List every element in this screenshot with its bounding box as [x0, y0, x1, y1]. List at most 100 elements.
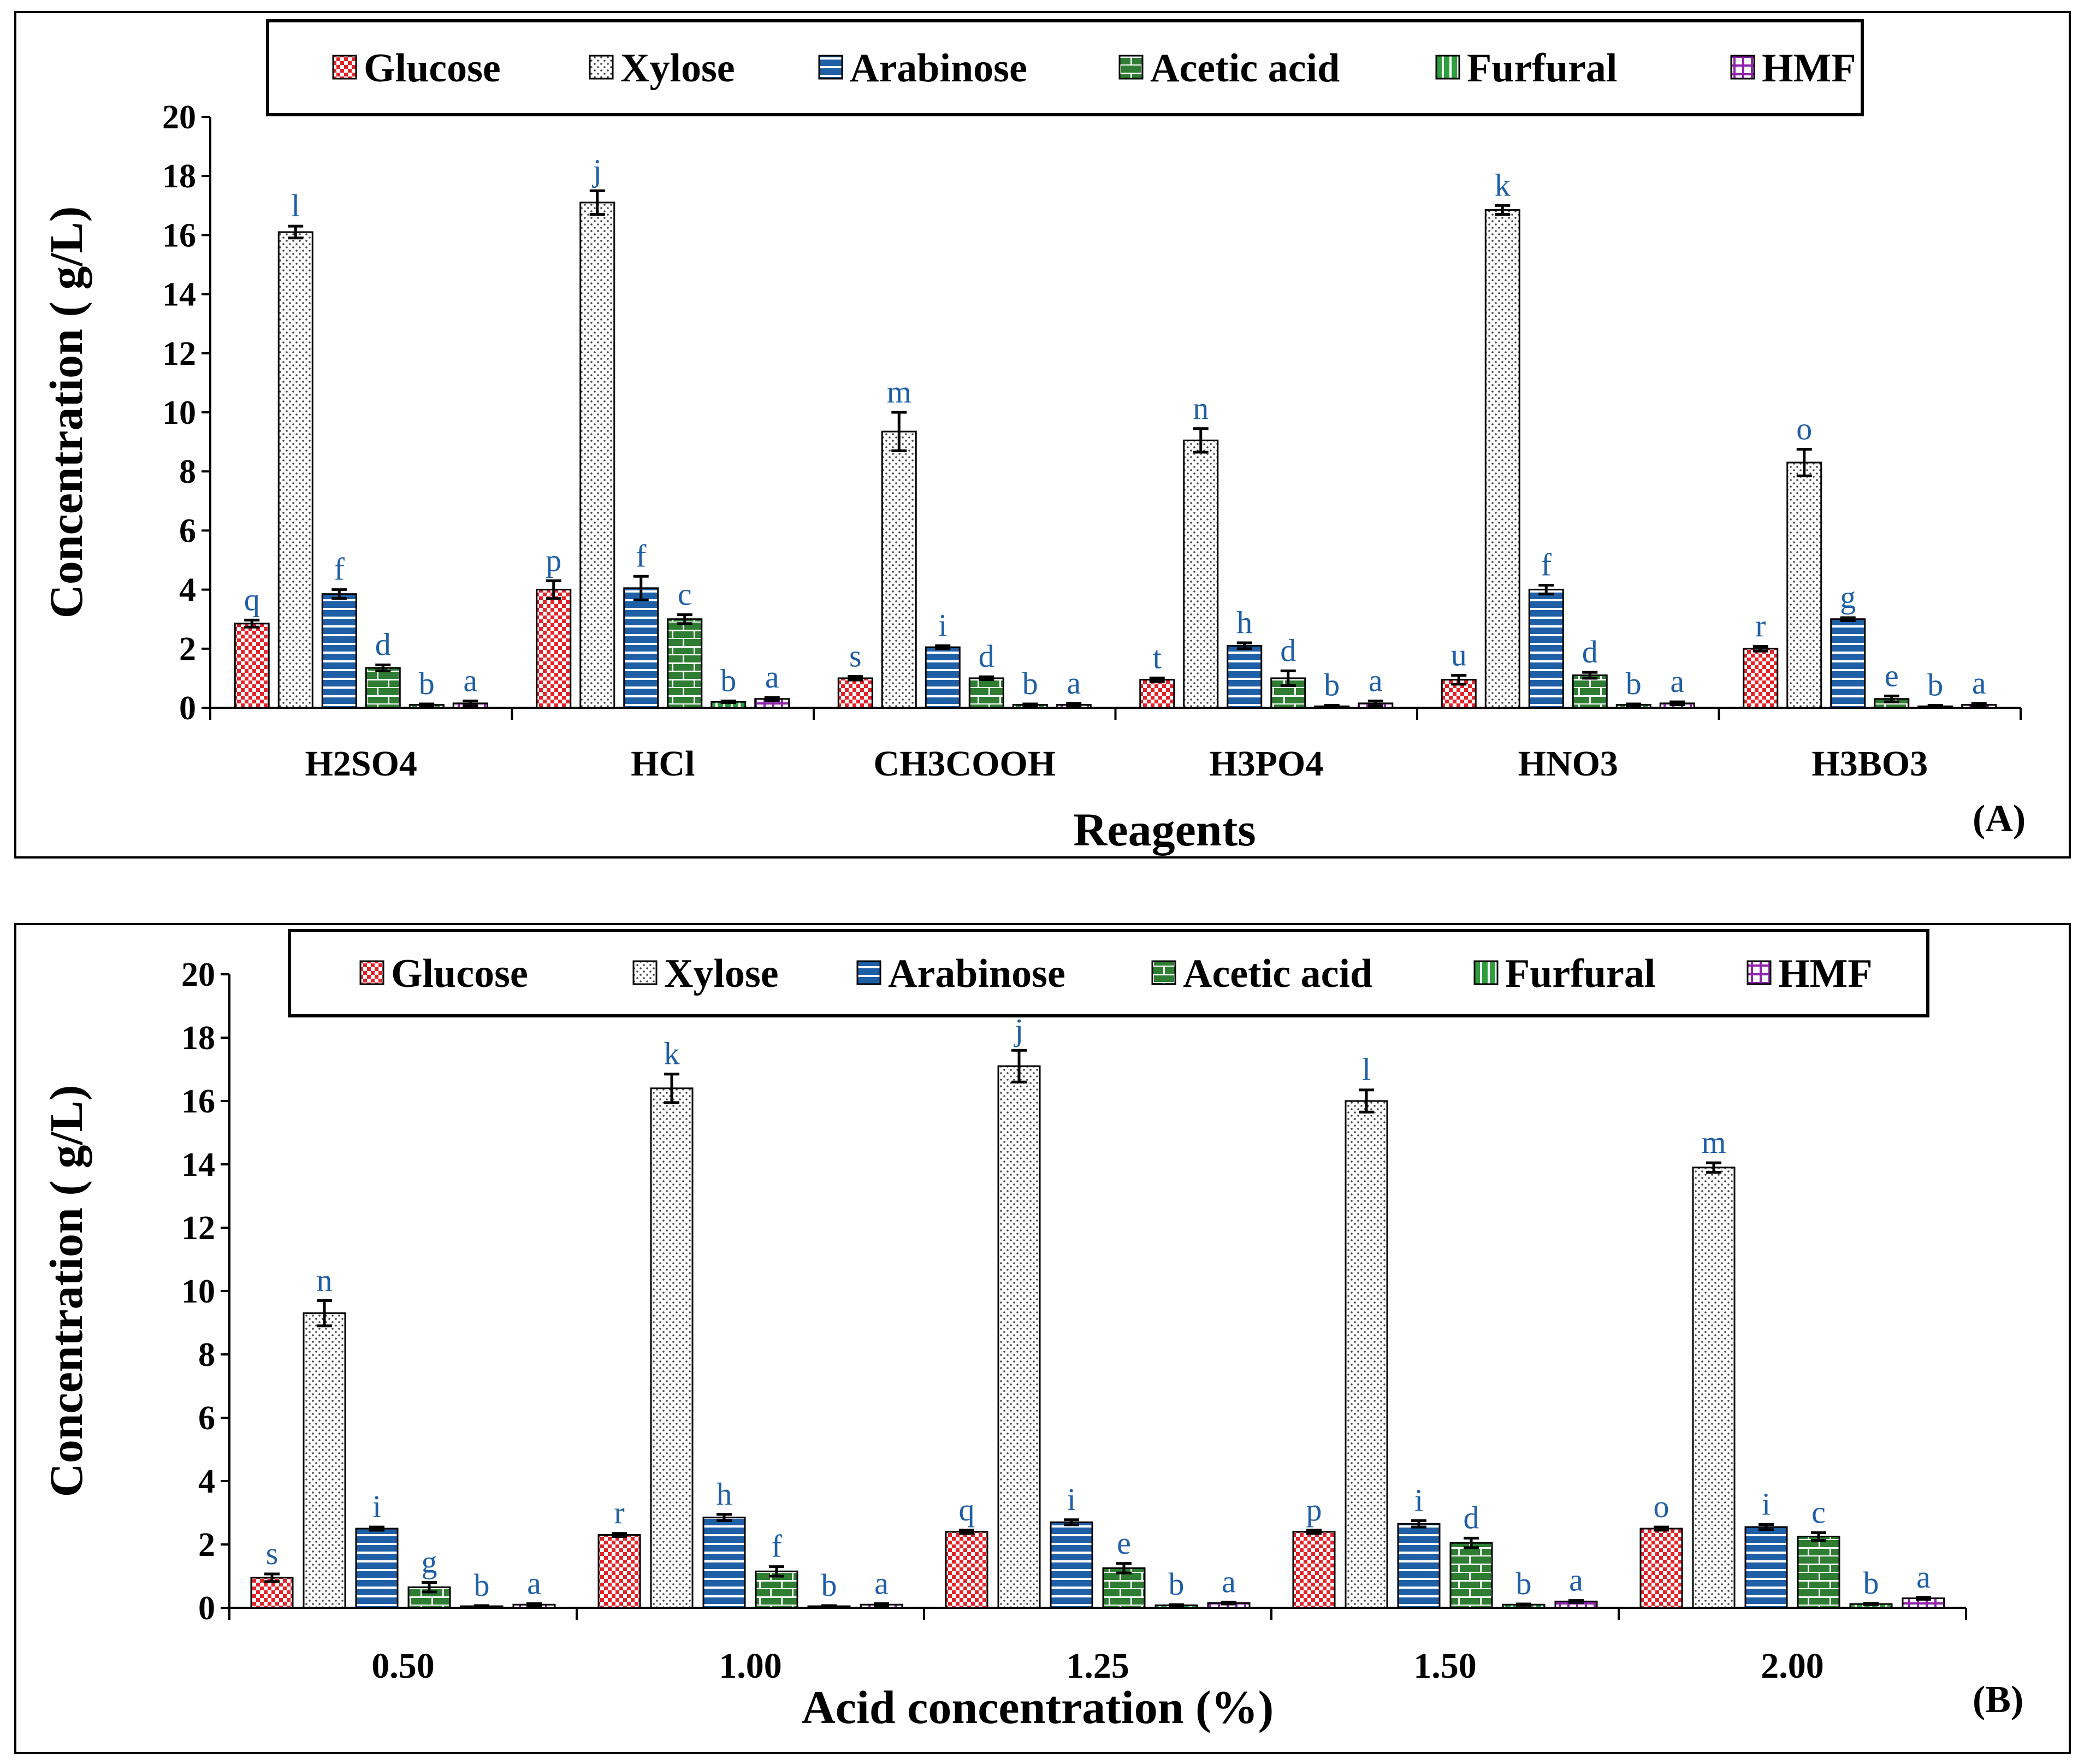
- significance-letter: k: [1495, 167, 1511, 203]
- error-bar: [589, 189, 605, 216]
- significance-letter: a: [1222, 1564, 1236, 1600]
- error-bar: [526, 1602, 542, 1607]
- legend-swatch: [1473, 960, 1499, 985]
- error-bar: [821, 1604, 837, 1608]
- bar-glucose: [234, 623, 270, 709]
- significance-letter: j: [592, 152, 602, 188]
- significance-letter: r: [614, 1495, 624, 1531]
- significance-letter: a: [1972, 665, 1986, 701]
- significance-letter: f: [334, 552, 345, 587]
- error-bar: [1971, 702, 1987, 708]
- significance-letter: b: [1626, 666, 1642, 701]
- error-bar: [1796, 448, 1812, 477]
- error-bar: [1538, 583, 1554, 596]
- error-bar: [720, 700, 736, 705]
- legend-label: Arabinose: [888, 951, 1065, 996]
- error-bar: [422, 1581, 437, 1594]
- significance-letter: s: [266, 1536, 279, 1571]
- legend-label: Acetic acid: [1150, 46, 1340, 91]
- legend-label: Furfural: [1505, 951, 1655, 996]
- y-tick-label: 4: [198, 1463, 215, 1500]
- legend-swatch: [818, 55, 843, 80]
- significance-letter: t: [1153, 640, 1162, 675]
- error-bar: [1759, 1523, 1774, 1531]
- bar-glucose: [945, 1531, 988, 1609]
- legend-swatch: [1730, 55, 1755, 80]
- y-tick-label: 10: [181, 1273, 215, 1310]
- significance-letter: i: [938, 607, 947, 643]
- significance-letter: d: [979, 638, 994, 674]
- significance-letter: a: [463, 663, 477, 699]
- x-tick-label: 1.00: [719, 1646, 782, 1686]
- error-bar: [1568, 1599, 1584, 1604]
- error-bar: [1464, 1536, 1479, 1549]
- y-tick-label: 16: [162, 217, 196, 254]
- legend-label: HMF: [1762, 46, 1856, 91]
- significance-letter: b: [1516, 1566, 1532, 1601]
- significance-letter: n: [1193, 390, 1209, 426]
- significance-letter: u: [1451, 637, 1467, 672]
- x-tick-label: HNO3: [1518, 744, 1618, 784]
- error-bar: [375, 664, 391, 672]
- legend-swatch: [1118, 55, 1144, 80]
- error-bar: [546, 579, 561, 600]
- significance-letter: a: [874, 1565, 889, 1601]
- significance-letter: i: [1414, 1483, 1423, 1518]
- significance-letter: h: [1236, 605, 1252, 640]
- error-bar: [1669, 700, 1685, 707]
- significance-letter: j: [1014, 1012, 1023, 1047]
- error-bar: [288, 224, 304, 240]
- bar-xylose: [579, 202, 615, 709]
- x-tick-label: 1.25: [1066, 1646, 1129, 1686]
- significance-letter: b: [474, 1567, 490, 1603]
- bar-arabinose: [702, 1517, 746, 1609]
- error-bar: [874, 1602, 889, 1607]
- error-bar: [717, 1513, 732, 1522]
- error-bar: [979, 675, 994, 682]
- error-bar: [664, 1073, 679, 1104]
- significance-letter: i: [372, 1489, 381, 1524]
- bar-acetic-acid: [365, 667, 401, 709]
- legend-frame: [266, 19, 1864, 116]
- x-tick-label: 1.50: [1413, 1646, 1477, 1686]
- significance-letter: d: [375, 627, 391, 662]
- bar-glucose: [837, 677, 873, 709]
- y-tick-label: 16: [181, 1083, 215, 1120]
- significance-letter: b: [821, 1567, 837, 1603]
- error-bar: [419, 702, 435, 707]
- significance-letter: d: [1280, 632, 1296, 668]
- bar-xylose: [303, 1312, 346, 1609]
- significance-letter: k: [664, 1036, 680, 1072]
- legend-swatch: [856, 960, 881, 985]
- significance-letter: b: [720, 663, 736, 699]
- bar-glucose: [1292, 1531, 1336, 1609]
- bar-acetic-acid: [968, 677, 1004, 709]
- legend-swatch: [1746, 960, 1772, 985]
- significance-letter: a: [1067, 665, 1081, 701]
- y-tick-label: 14: [162, 276, 196, 313]
- bar-xylose: [1183, 439, 1219, 709]
- bar-acetic-acid: [667, 618, 703, 709]
- legend-frame: [288, 929, 1929, 1017]
- bar-xylose: [1786, 461, 1822, 709]
- error-bar: [331, 588, 347, 600]
- error-bar: [1149, 676, 1165, 683]
- legend-label: Furfural: [1467, 46, 1617, 91]
- error-bar: [463, 700, 478, 707]
- x-tick-label: 2.00: [1761, 1646, 1824, 1686]
- x-tick-label: H3PO4: [1209, 744, 1323, 784]
- significance-letter: a: [1670, 664, 1684, 699]
- error-bar: [1752, 644, 1768, 653]
- error-bar: [1516, 1602, 1531, 1607]
- error-bar: [1011, 1049, 1027, 1084]
- significance-letter: o: [1654, 1489, 1669, 1524]
- significance-letter: b: [1022, 666, 1038, 701]
- error-bar: [959, 1529, 974, 1535]
- bar-acetic-acid: [1102, 1567, 1146, 1609]
- panel-frame: [14, 11, 2071, 859]
- x-axis-title: Acid concentration (%): [802, 1681, 1274, 1733]
- error-bar: [848, 675, 863, 682]
- error-bar: [1193, 427, 1209, 454]
- bar-xylose: [277, 231, 313, 709]
